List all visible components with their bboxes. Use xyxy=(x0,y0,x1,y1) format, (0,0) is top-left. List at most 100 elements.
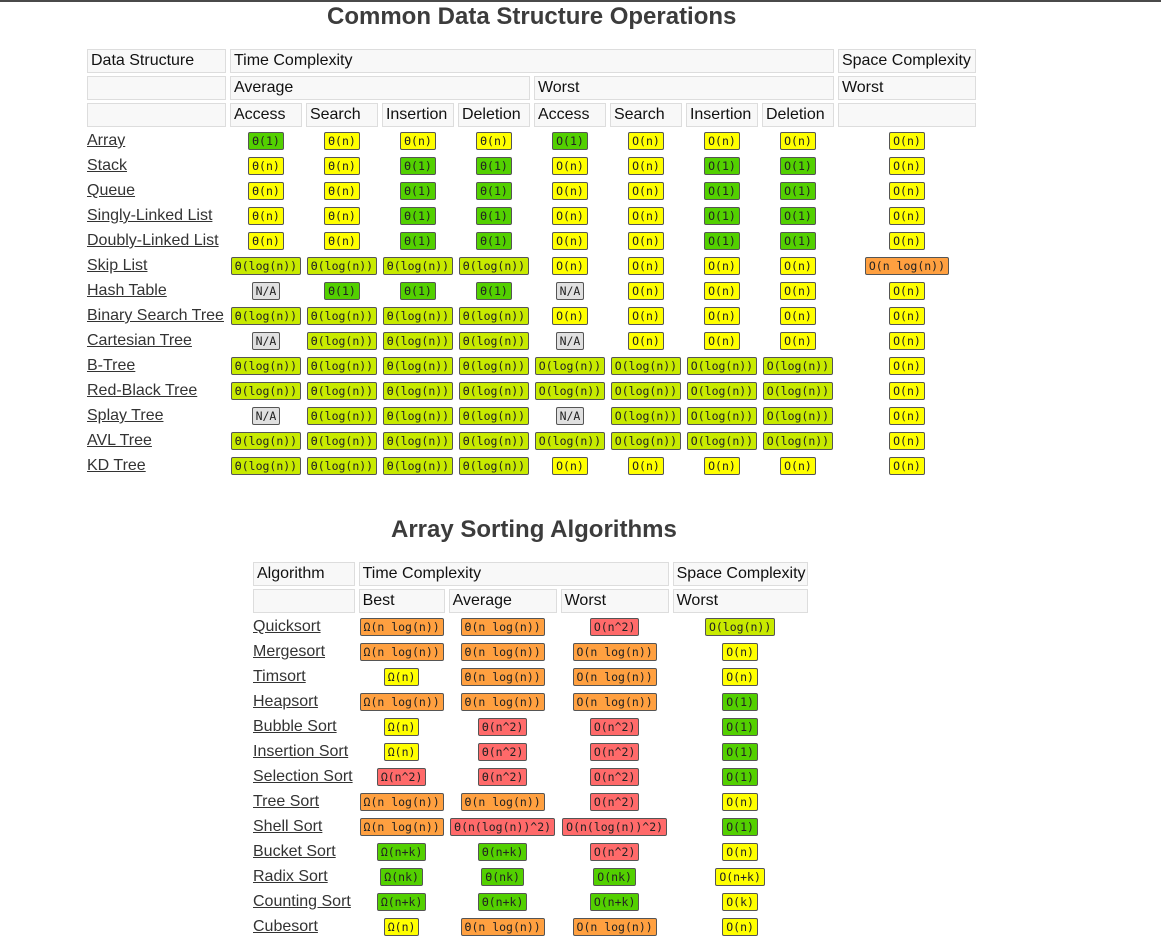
complexity-badge: Θ(log(n)) xyxy=(230,382,302,400)
algorithm-link-quicksort[interactable]: Quicksort xyxy=(253,618,321,635)
complexity-badge: Θ(n log(n)) xyxy=(460,618,545,636)
ds-link-singly-linked-list[interactable]: Singly-Linked List xyxy=(87,207,213,224)
complexity-cell: Θ(n) xyxy=(306,155,378,177)
complexity-badge: Θ(n) xyxy=(324,132,360,150)
algorithm-link-mergesort[interactable]: Mergesort xyxy=(253,643,326,660)
complexity-badge: O(1) xyxy=(722,743,758,761)
complexity-badge: Θ(log(n)) xyxy=(382,257,454,275)
complexity-cell: Θ(n) xyxy=(458,130,530,152)
header-algorithm: Algorithm xyxy=(253,562,355,586)
complexity-badge: Θ(log(n)) xyxy=(230,257,302,275)
complexity-badge: Θ(log(n)) xyxy=(382,457,454,475)
row-label-cell: Counting Sort xyxy=(253,891,355,913)
complexity-cell: Θ(1) xyxy=(382,155,454,177)
complexity-badge: O(n) xyxy=(889,407,925,425)
complexity-badge: O(n) xyxy=(628,157,664,175)
complexity-cell: O(log(n)) xyxy=(762,380,834,402)
algorithm-link-bubble-sort[interactable]: Bubble Sort xyxy=(253,718,337,735)
complexity-badge: O(n^2) xyxy=(589,618,640,636)
algorithm-link-heapsort[interactable]: Heapsort xyxy=(253,693,318,710)
complexity-badge: O(n) xyxy=(628,132,664,150)
complexity-cell: O(1) xyxy=(762,155,834,177)
complexity-cell: O(n) xyxy=(673,841,808,863)
complexity-cell: O(n) xyxy=(838,380,976,402)
complexity-cell: O(n) xyxy=(838,305,976,327)
ds-link-skip-list[interactable]: Skip List xyxy=(87,257,148,274)
ds-link-stack[interactable]: Stack xyxy=(87,157,128,174)
algorithm-link-bucket-sort[interactable]: Bucket Sort xyxy=(253,843,336,860)
complexity-badge: Θ(1) xyxy=(476,232,512,250)
row-label-cell: Heapsort xyxy=(253,691,355,713)
ds-link-b-tree[interactable]: B-Tree xyxy=(87,357,136,374)
complexity-cell: O(1) xyxy=(762,205,834,227)
ds-link-avl-tree[interactable]: AVL Tree xyxy=(87,432,152,449)
table-row: Queue Θ(n) Θ(n) Θ(1) Θ(1) O(n) O(n) O(1) O(1) O(n… xyxy=(87,180,976,202)
complexity-badge: O(n+k) xyxy=(715,868,765,886)
complexity-cell: O(n) xyxy=(838,280,976,302)
complexity-cell: O(log(n)) xyxy=(673,616,808,638)
complexity-cell: Θ(log(n)) xyxy=(458,430,530,452)
complexity-cell: O(n) xyxy=(534,305,606,327)
complexity-badge: O(n) xyxy=(704,457,740,475)
complexity-badge: O(n) xyxy=(780,282,816,300)
complexity-cell: Ω(n log(n)) xyxy=(359,691,445,713)
complexity-badge: O(n) xyxy=(889,307,925,325)
complexity-badge: O(k) xyxy=(722,893,758,911)
complexity-badge: Θ(n) xyxy=(248,182,284,200)
header-worst: Worst xyxy=(560,589,669,613)
ds-link-kd-tree[interactable]: KD Tree xyxy=(87,457,146,474)
ds-link-hash-table[interactable]: Hash Table xyxy=(87,282,167,299)
ds-link-array[interactable]: Array xyxy=(87,132,126,149)
complexity-badge: Θ(1) xyxy=(400,232,436,250)
ds-link-cartesian-tree[interactable]: Cartesian Tree xyxy=(87,332,192,349)
complexity-badge: Θ(log(n)) xyxy=(458,357,530,375)
complexity-cell: O(n) xyxy=(762,130,834,152)
algorithm-link-tree-sort[interactable]: Tree Sort xyxy=(253,793,320,810)
complexity-cell: N/A xyxy=(230,280,302,302)
algorithm-link-shell-sort[interactable]: Shell Sort xyxy=(253,818,323,835)
table-row: Singly-Linked List Θ(n) Θ(n) Θ(1) Θ(1) O(n) O(… xyxy=(87,205,976,227)
complexity-badge: O(n log(n)) xyxy=(572,668,657,686)
complexity-cell: O(n^2) xyxy=(561,766,669,788)
complexity-badge: O(log(n)) xyxy=(762,382,834,400)
ds-link-queue[interactable]: Queue xyxy=(87,182,136,199)
complexity-badge: O(log(n)) xyxy=(610,432,682,450)
complexity-cell: Θ(1) xyxy=(458,230,530,252)
complexity-cell: Θ(n log(n)) xyxy=(449,641,557,663)
table-row: Array Θ(1) Θ(n) Θ(n) Θ(n) O(1) O(n) O(n) O(n) O(n… xyxy=(87,130,976,152)
complexity-badge: O(n) xyxy=(552,457,588,475)
ds-link-doubly-linked-list[interactable]: Doubly-Linked List xyxy=(87,232,219,249)
ds-link-splay-tree[interactable]: Splay Tree xyxy=(87,407,164,424)
ds-link-binary-search-tree[interactable]: Binary Search Tree xyxy=(87,307,224,324)
complexity-cell: O(n) xyxy=(838,180,976,202)
complexity-cell: Θ(log(n)) xyxy=(230,355,302,377)
complexity-badge: Ω(n+k) xyxy=(376,843,427,861)
header-avg-access: Access xyxy=(229,103,302,127)
complexity-badge: O(log(n)) xyxy=(610,407,682,425)
complexity-cell: Θ(log(n)) xyxy=(306,355,378,377)
complexity-cell: Θ(n^2) xyxy=(449,716,557,738)
complexity-cell: Ω(n^2) xyxy=(359,766,445,788)
complexity-badge: O(n) xyxy=(628,307,664,325)
complexity-badge: O(n^2) xyxy=(589,843,640,861)
algorithm-link-selection-sort[interactable]: Selection Sort xyxy=(253,768,353,785)
ds-link-red-black-tree[interactable]: Red-Black Tree xyxy=(87,382,198,399)
complexity-cell: O(n(log(n))^2) xyxy=(561,816,669,838)
row-label-cell: Mergesort xyxy=(253,641,355,663)
complexity-badge: Θ(log(n)) xyxy=(458,332,530,350)
algorithm-link-cubesort[interactable]: Cubesort xyxy=(253,918,318,935)
complexity-badge: Θ(n^2) xyxy=(477,718,528,736)
algorithm-link-counting-sort[interactable]: Counting Sort xyxy=(253,893,351,910)
row-label-cell: KD Tree xyxy=(87,455,226,477)
algorithm-link-radix-sort[interactable]: Radix Sort xyxy=(253,868,328,885)
sorting-table-body: Quicksort Ω(n log(n)) Θ(n log(n)) O(n^2) O(l… xyxy=(253,616,808,938)
complexity-badge: Θ(log(n)) xyxy=(306,257,378,275)
algorithm-link-insertion-sort[interactable]: Insertion Sort xyxy=(253,743,349,760)
complexity-cell: Θ(log(n)) xyxy=(382,255,454,277)
complexity-cell: O(log(n)) xyxy=(762,405,834,427)
table-row: AVL Tree Θ(log(n)) Θ(log(n)) Θ(log(n)) Θ(log… xyxy=(87,430,976,452)
algorithm-link-timsort[interactable]: Timsort xyxy=(253,668,306,685)
header-time-complexity: Time Complexity xyxy=(229,49,834,73)
complexity-badge: Θ(n) xyxy=(324,157,360,175)
complexity-cell: O(n) xyxy=(610,180,682,202)
